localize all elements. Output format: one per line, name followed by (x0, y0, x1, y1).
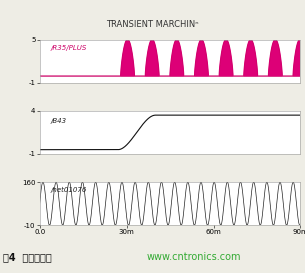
Text: /net01076: /net01076 (50, 186, 86, 192)
Text: TRANSIENT MARCHINⁿ: TRANSIENT MARCHINⁿ (106, 20, 199, 29)
Text: /B43: /B43 (50, 118, 66, 124)
Text: /R35/PLUS: /R35/PLUS (50, 45, 86, 51)
Text: 图4  仿真结果图: 图4 仿真结果图 (3, 252, 52, 262)
Text: www.cntronics.com: www.cntronics.com (146, 252, 241, 262)
